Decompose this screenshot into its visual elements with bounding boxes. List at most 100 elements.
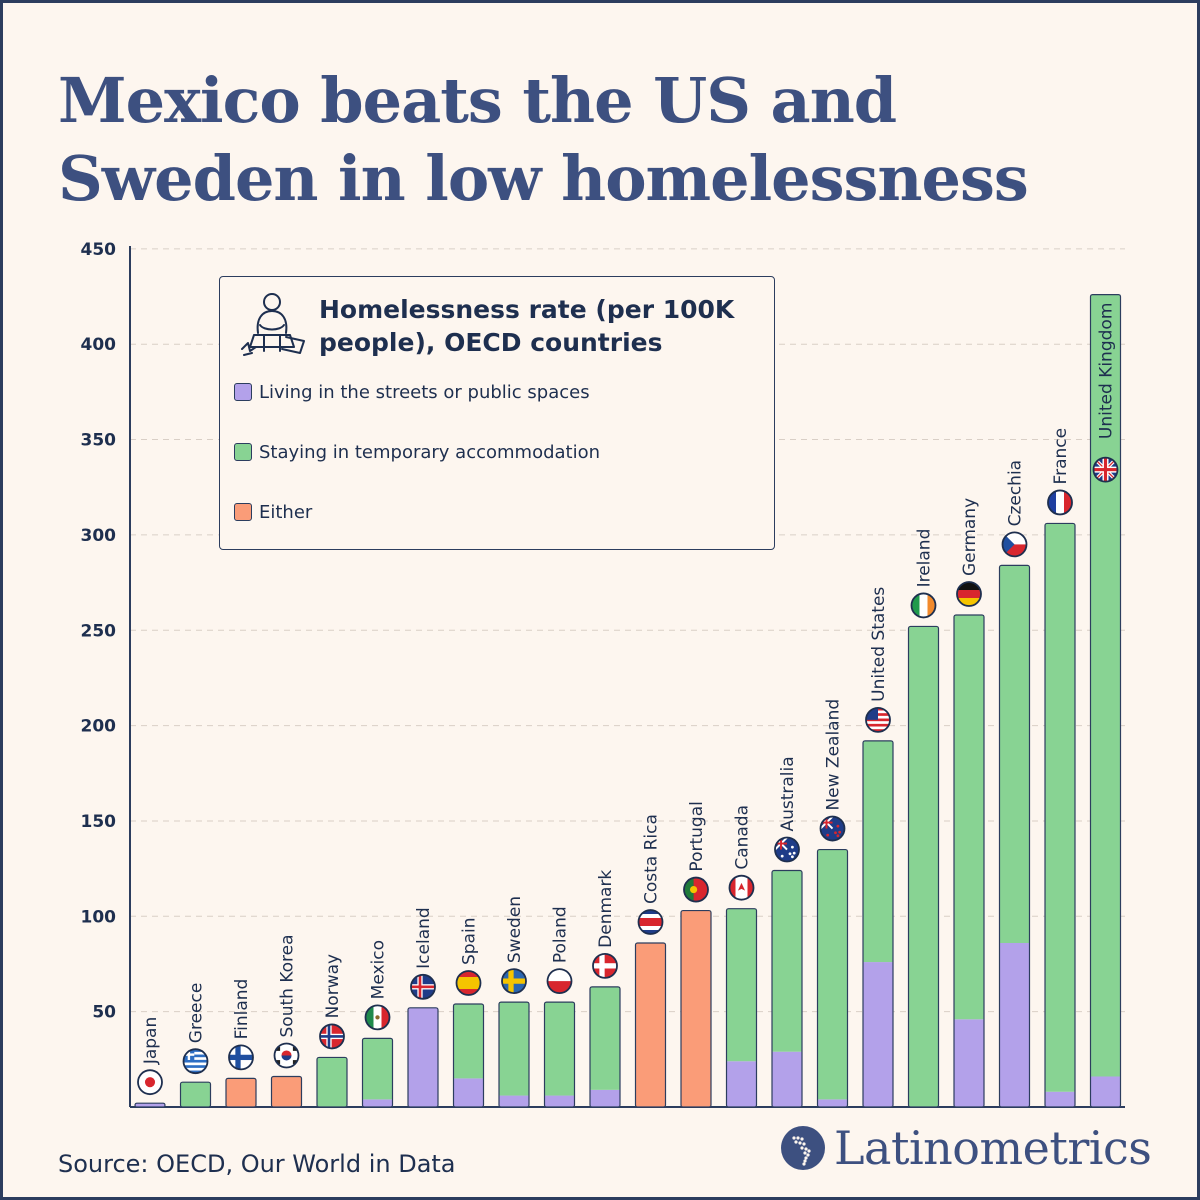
flag-border [182,1048,209,1075]
czechia-flag [1002,532,1027,557]
bar-outline-france [1044,522,1076,1108]
flag-border [501,968,527,995]
bar-denmark-temporary [590,986,620,1090]
bar-outline-iceland [407,1007,439,1108]
country-label-denmark: Denmark [596,870,616,948]
ireland-flag [911,593,936,618]
y-tick-label: 50 [92,1003,116,1023]
bar-japan-streets [135,1103,165,1107]
country-label-portugal: Portugal [687,801,707,871]
bar-outline-norway [316,1056,348,1108]
bar-czechia-streets [999,942,1030,1107]
bar-united-kingdom-streets [1090,1076,1121,1107]
bar-poland-temporary [544,1002,575,1096]
bar-france-streets [1045,1091,1075,1107]
country-label-new-zealand: New Zealand [824,699,844,811]
bar-czechia-temporary [999,565,1030,943]
bar-outline-costa-rica [634,942,667,1108]
bar-outline-united-kingdom [1089,294,1122,1108]
flag-border [319,1023,345,1050]
flag-border [637,909,664,935]
bar-norway-temporary [317,1057,347,1107]
country-label-greece: Greece [187,983,207,1044]
homeless-person-icon [241,293,305,356]
country-label-czechia: Czechia [1006,460,1026,527]
flag-border [865,706,891,733]
bar-outline-poland [543,1001,576,1108]
flag-border [546,968,573,995]
bar-finland-either [226,1078,256,1107]
legend-swatch-streets [234,383,252,401]
bar-outline-portugal [680,909,712,1108]
flag-border [592,952,618,979]
bar-outline-new-zealand [816,848,849,1108]
bar-new-zealand-streets [817,1099,848,1107]
country-label-spain: Spain [460,918,480,966]
flag-border [910,592,937,619]
bar-outline-czechia [998,564,1031,1108]
flag-border [1001,531,1028,558]
y-tick-label: 350 [81,431,117,451]
legend-label-either: Either [259,502,313,523]
bar-germany-streets [954,1019,984,1107]
country-label-canada: Canada [733,805,753,870]
legend: Homelessness rate (per 100K people), OEC… [219,276,775,550]
y-tick-label: 100 [81,907,117,927]
bar-canada-temporary [726,908,757,1062]
bar-ireland-temporary [908,626,939,1107]
country-label-finland: Finland [232,979,252,1040]
chart-title: Mexico beats the US and Sweden in low ho… [58,64,1029,215]
bar-greece-temporary [180,1082,211,1107]
flag-border [364,1004,391,1031]
bar-outline-mexico [361,1037,394,1108]
country-label-germany: Germany [960,498,980,576]
flag-border [956,581,982,607]
legend-swatch-temporary [234,443,252,461]
country-label-australia: Australia [778,756,798,831]
bar-portugal-either [681,910,711,1107]
country-label-south-korea: South Korea [278,934,298,1037]
flag-border [728,874,755,901]
flag-border [228,1044,254,1071]
bar-outline-germany [953,614,985,1108]
bar-denmark-streets [590,1089,620,1107]
country-label-sweden: Sweden [505,896,525,963]
bar-australia-temporary [772,870,802,1052]
y-tick-label: 200 [81,717,117,737]
bar-outline-ireland [907,625,940,1108]
country-label-costa-rica: Costa Rica [642,814,662,904]
y-tick-label: 450 [81,240,117,260]
bar-outline-greece [179,1081,212,1108]
country-label-united-kingdom: United Kingdom [1097,303,1117,439]
spain-flag [456,971,481,996]
flag-border [1047,489,1073,516]
greece-flag [183,1049,208,1074]
flag-border [137,1069,163,1096]
source-note: Source: OECD, Our World in Data [58,1150,456,1178]
flag-border [410,973,436,1000]
bar-costa-rica-either [635,942,666,1107]
bar-outline-finland [225,1077,257,1108]
france-flag [1048,490,1072,515]
bar-new-zealand-temporary [817,849,848,1100]
bar-spain-temporary [453,1004,484,1079]
brand-logo: Latinometrics [780,1120,1152,1176]
united-states-flag [866,707,890,732]
flag-border [683,876,709,903]
poland-flag [547,969,572,994]
mexico-flag [365,1005,390,1030]
bar-sweden-streets [499,1095,529,1107]
bar-united-kingdom-temporary [1090,294,1121,1077]
bar-spain-streets [453,1078,484,1107]
bar-outline-japan [134,1102,166,1108]
country-label-mexico: Mexico [369,940,389,999]
legend-item-streets: Living in the streets or public spaces [234,382,590,404]
canada-flag [729,875,754,900]
country-label-norway: Norway [323,954,343,1019]
legend-title: Homelessness rate (per 100K people), OEC… [319,295,735,357]
country-label-france: France [1051,428,1071,485]
y-tick-label: 250 [81,621,117,641]
y-tick-label: 400 [81,335,117,355]
flag-border [455,970,482,996]
